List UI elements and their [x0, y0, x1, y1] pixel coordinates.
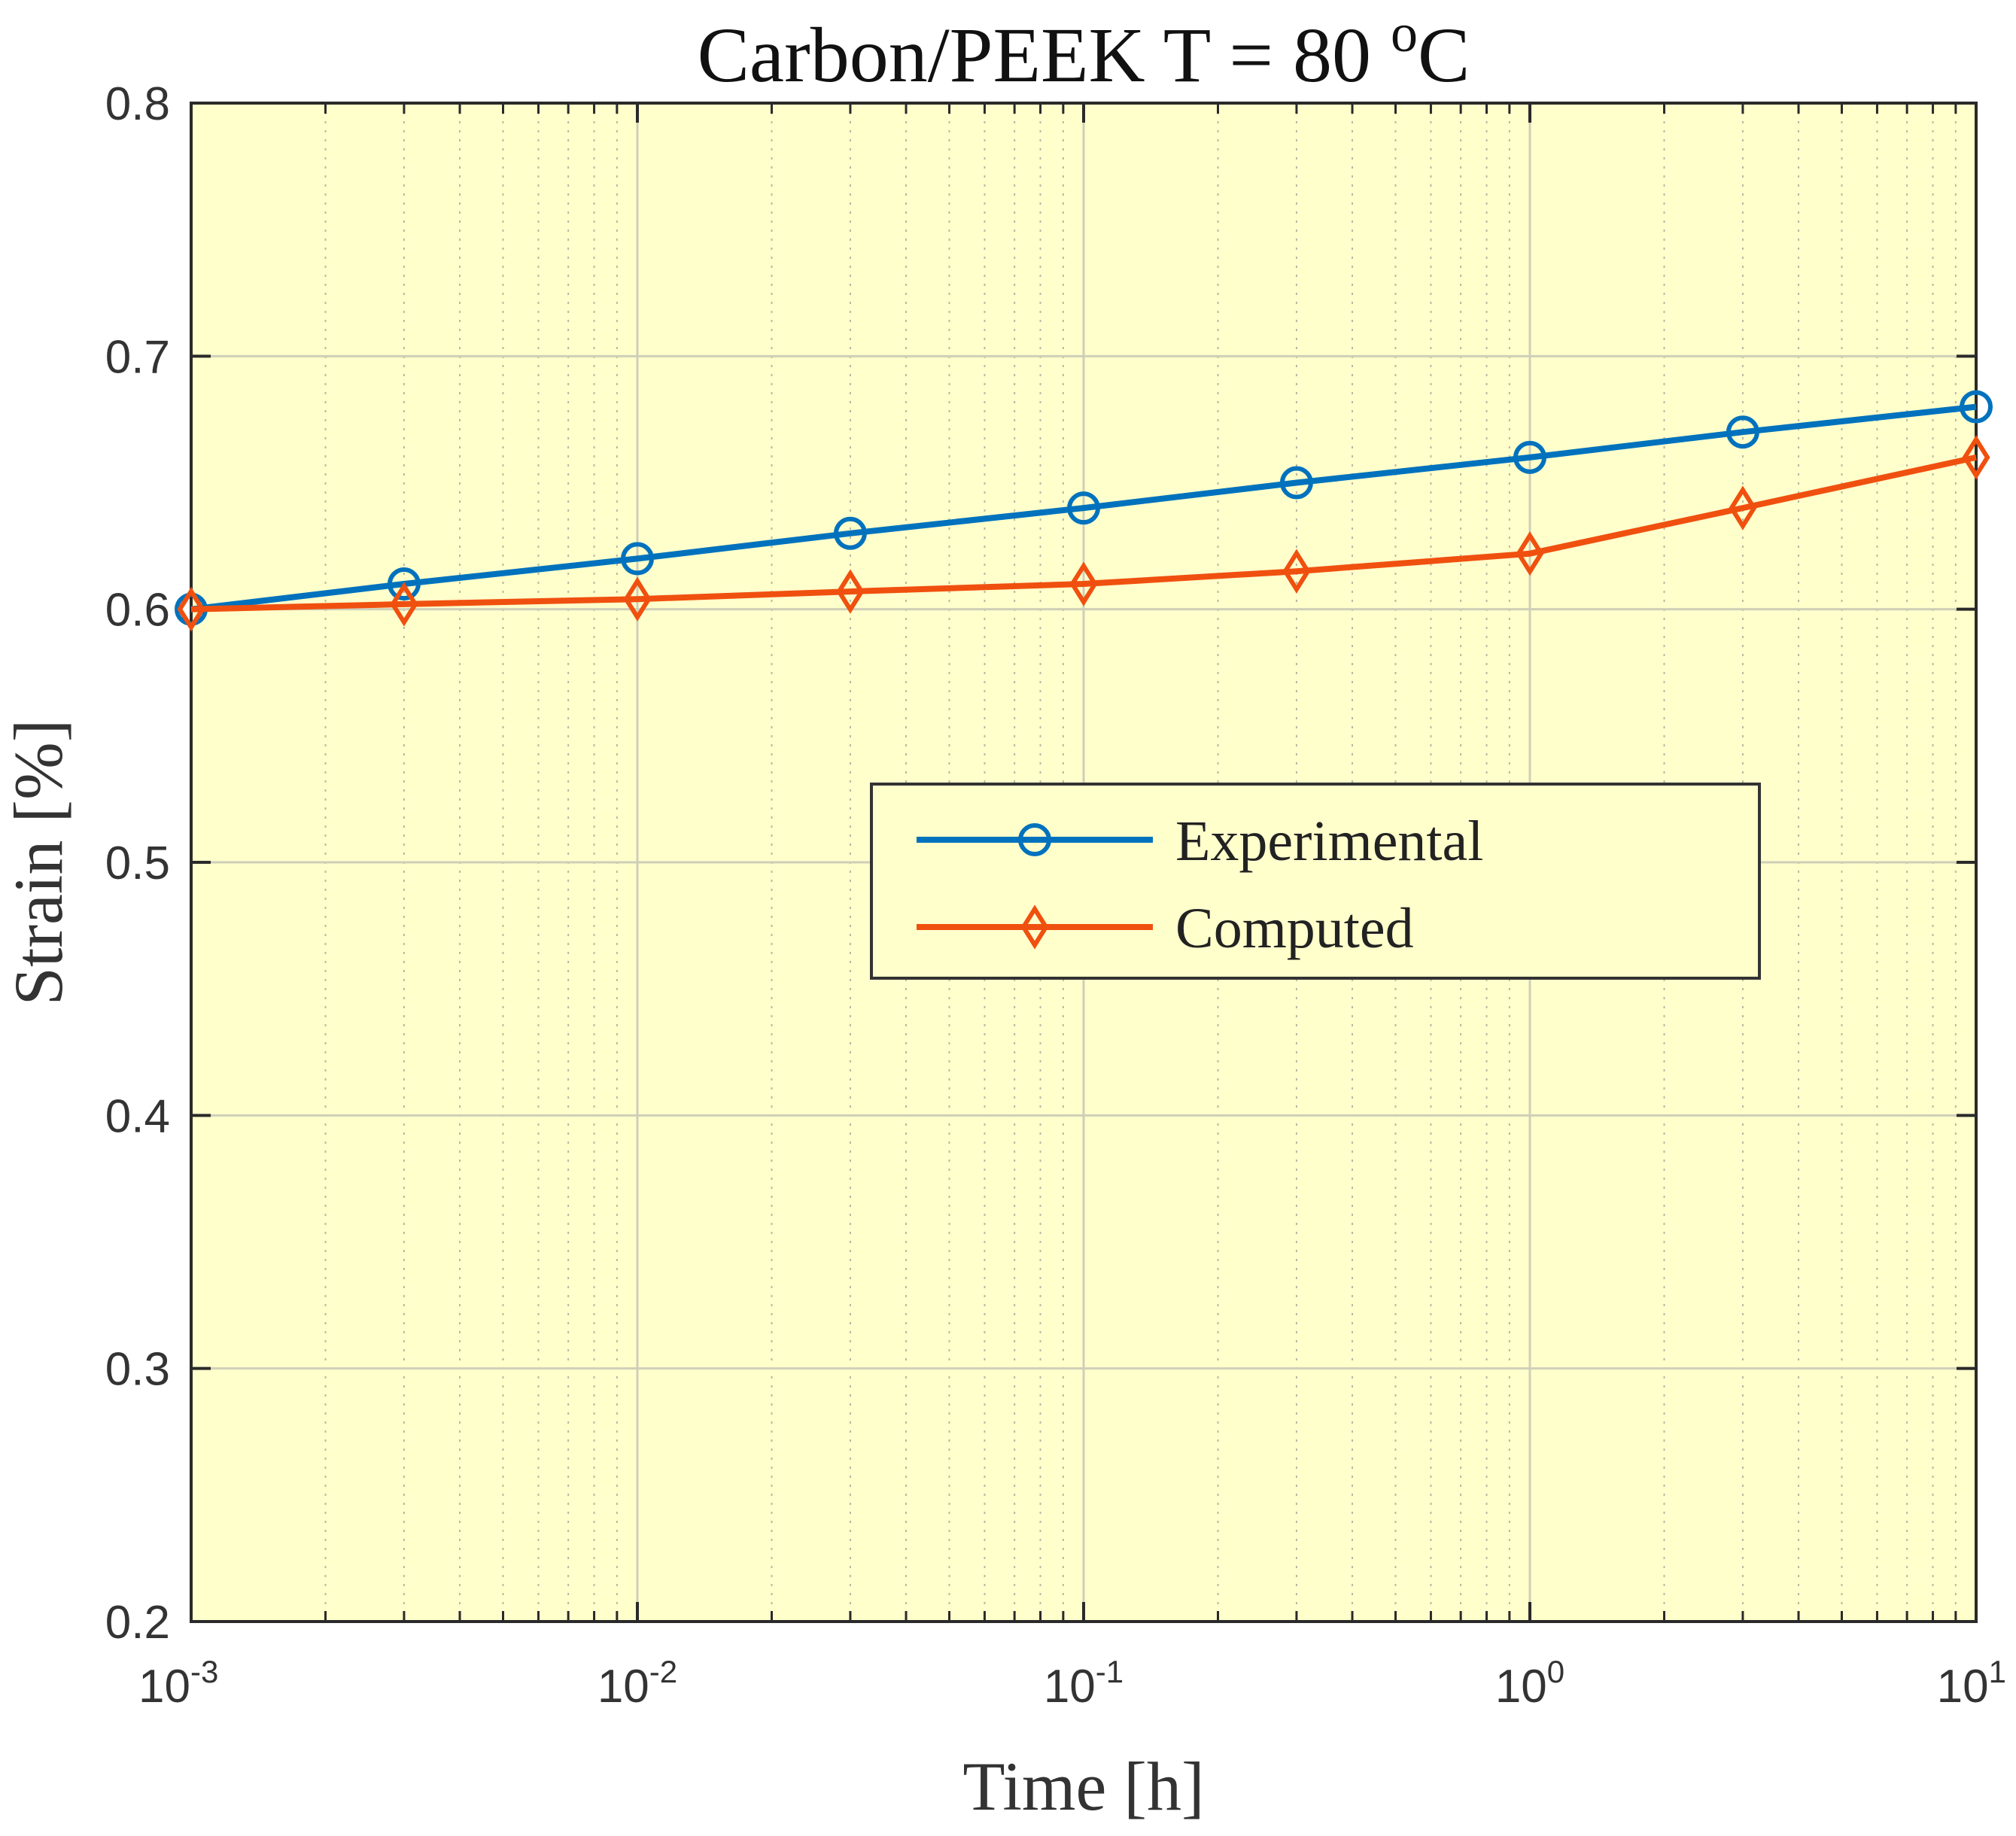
data-point-computed [1069, 561, 1098, 606]
series-computed [177, 435, 1990, 632]
data-point-computed [1729, 485, 1757, 530]
data-point-computed [623, 576, 652, 622]
y-tick-label: 0.4 [105, 1090, 170, 1142]
y-axis-label: Strain [%] [0, 719, 77, 1006]
x-tick-label: 10-1 [1044, 1654, 1124, 1713]
y-tick-labels: 0.2 0.3 0.4 0.5 0.6 0.7 0.8 [105, 78, 170, 1649]
data-point-experimental [1960, 390, 1993, 424]
data-point-experimental [833, 516, 867, 550]
data-point-experimental [1067, 491, 1100, 525]
axis-ticks [190, 102, 1978, 1623]
x-tick-label: 101 [1937, 1654, 2006, 1713]
legend-marker-experimental [1018, 823, 1051, 856]
y-tick-label: 0.2 [105, 1597, 170, 1649]
data-point-experimental [387, 567, 421, 601]
series-line-experimental [190, 403, 1977, 613]
y-tick-label: 0.8 [105, 78, 170, 130]
data-point-experimental [621, 542, 654, 576]
y-tick-label: 0.7 [105, 331, 170, 383]
data-point-computed [177, 587, 205, 632]
data-point-computed [1282, 549, 1311, 594]
series-line-computed [190, 454, 1977, 613]
data-point-computed [1516, 531, 1544, 576]
data-point-computed [1962, 435, 1990, 480]
data-point-experimental [1513, 440, 1546, 474]
data-point-computed [390, 582, 418, 627]
series-layer [175, 390, 1993, 632]
legend-label-experimental: Experimental [1175, 810, 1483, 873]
chart-title: Carbon/PEEK T = 80 oC [698, 3, 1470, 99]
data-point-experimental [1279, 466, 1313, 500]
y-tick-label: 0.3 [105, 1344, 170, 1396]
x-tick-labels: 10-3 10-2 10-1 100 101 [138, 1654, 2006, 1713]
x-tick-label: 10-2 [598, 1654, 677, 1713]
y-tick-label: 0.5 [105, 837, 170, 889]
x-tick-label: 10-3 [138, 1654, 218, 1713]
y-tick-label: 0.6 [105, 585, 170, 637]
x-tick-label: 100 [1495, 1654, 1564, 1713]
legend-label-computed: Computed [1175, 897, 1414, 960]
legend: Experimental Computed [870, 783, 1761, 980]
x-axis-label: Time [h] [962, 1748, 1204, 1825]
data-point-computed [836, 569, 865, 614]
legend-box [870, 783, 1761, 980]
legend-marker-computed [1020, 904, 1049, 950]
data-point-experimental [1726, 415, 1759, 449]
